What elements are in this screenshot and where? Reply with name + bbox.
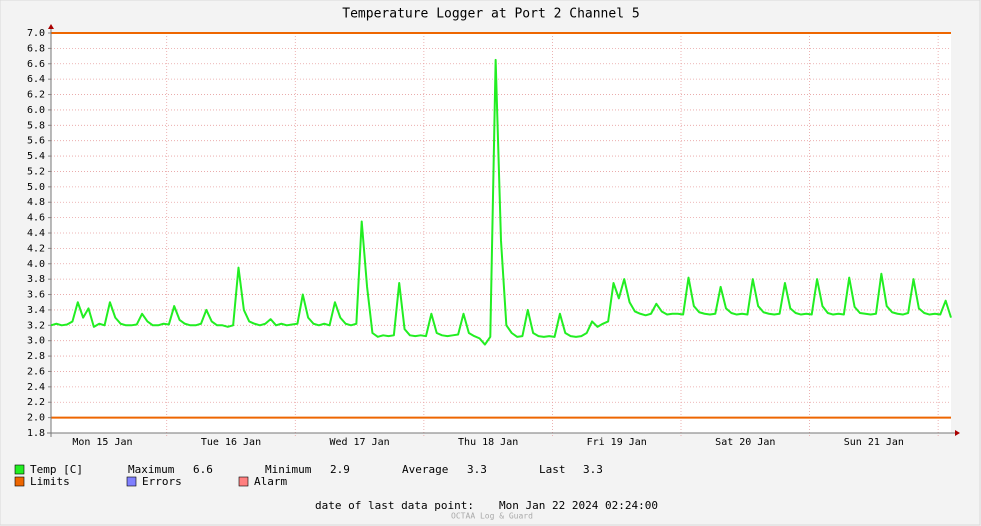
y-tick-label: 5.2 — [27, 166, 45, 177]
y-tick-label: 2.4 — [27, 382, 45, 393]
x-tick-label: Sat 20 Jan — [715, 437, 775, 448]
y-tick-label: 4.6 — [27, 213, 45, 224]
y-tick-label: 3.8 — [27, 274, 45, 285]
y-tick-label: 4.8 — [27, 197, 45, 208]
temp-line — [50, 58, 952, 346]
footer-label: date of last data point: — [315, 499, 474, 512]
y-tick-label: 3.2 — [27, 320, 45, 331]
legend-label: Limits — [30, 475, 70, 488]
y-tick-label: 3.4 — [27, 305, 45, 316]
x-tick-label: Sun 21 Jan — [844, 437, 904, 448]
footer-value: Mon Jan 22 2024 02:24:00 — [499, 499, 658, 512]
stat-label: Minimum — [265, 463, 312, 476]
stat-label: Last — [539, 463, 566, 476]
x-tick-label: Wed 17 Jan — [329, 437, 389, 448]
y-tick-label: 3.0 — [27, 336, 45, 347]
y-tick-label: 5.6 — [27, 136, 45, 147]
legend-label: Errors — [142, 475, 182, 488]
legend-swatch — [238, 476, 249, 487]
y-tick-label: 5.4 — [27, 151, 45, 162]
stat-value: 2.9 — [330, 463, 350, 476]
legend-swatch — [14, 464, 25, 475]
y-tick-label: 4.4 — [27, 228, 45, 239]
chart-title: Temperature Logger at Port 2 Channel 5 — [342, 7, 639, 22]
x-axis-arrow — [955, 430, 960, 436]
legend-swatch — [14, 476, 25, 487]
y-tick-label: 6.8 — [27, 43, 45, 54]
x-tick-label: Tue 16 Jan — [201, 437, 261, 448]
y-tick-label: 6.4 — [27, 74, 45, 85]
watermark: OCTAA Log & Guard — [451, 512, 533, 521]
stat-value: 3.3 — [583, 463, 603, 476]
x-tick-label: Thu 18 Jan — [458, 437, 518, 448]
legend-swatch — [126, 476, 137, 487]
x-tick-label: Mon 15 Jan — [72, 437, 132, 448]
y-axis-arrow — [48, 24, 54, 29]
y-tick-label: 6.6 — [27, 59, 45, 70]
stat-value: 6.6 — [193, 463, 213, 476]
y-tick-label: 5.8 — [27, 120, 45, 131]
y-tick-label: 2.0 — [27, 413, 45, 424]
y-tick-label: 7.0 — [27, 28, 45, 39]
legend-label: Alarm — [254, 475, 287, 488]
y-tick-label: 2.6 — [27, 366, 45, 377]
y-tick-label: 6.0 — [27, 105, 45, 116]
stat-value: 3.3 — [467, 463, 487, 476]
x-tick-label: Fri 19 Jan — [587, 437, 647, 448]
y-tick-label: 4.0 — [27, 259, 45, 270]
legend-label: Temp [C] — [30, 463, 83, 476]
stat-label: Maximum — [128, 463, 175, 476]
y-tick-label: 1.8 — [27, 428, 45, 439]
y-tick-label: 2.2 — [27, 397, 45, 408]
stat-label: Average — [402, 463, 448, 476]
y-tick-label: 6.2 — [27, 90, 45, 101]
y-tick-label: 5.0 — [27, 182, 45, 193]
y-tick-label: 3.6 — [27, 290, 45, 301]
y-tick-label: 4.2 — [27, 243, 45, 254]
y-tick-label: 2.8 — [27, 351, 45, 362]
